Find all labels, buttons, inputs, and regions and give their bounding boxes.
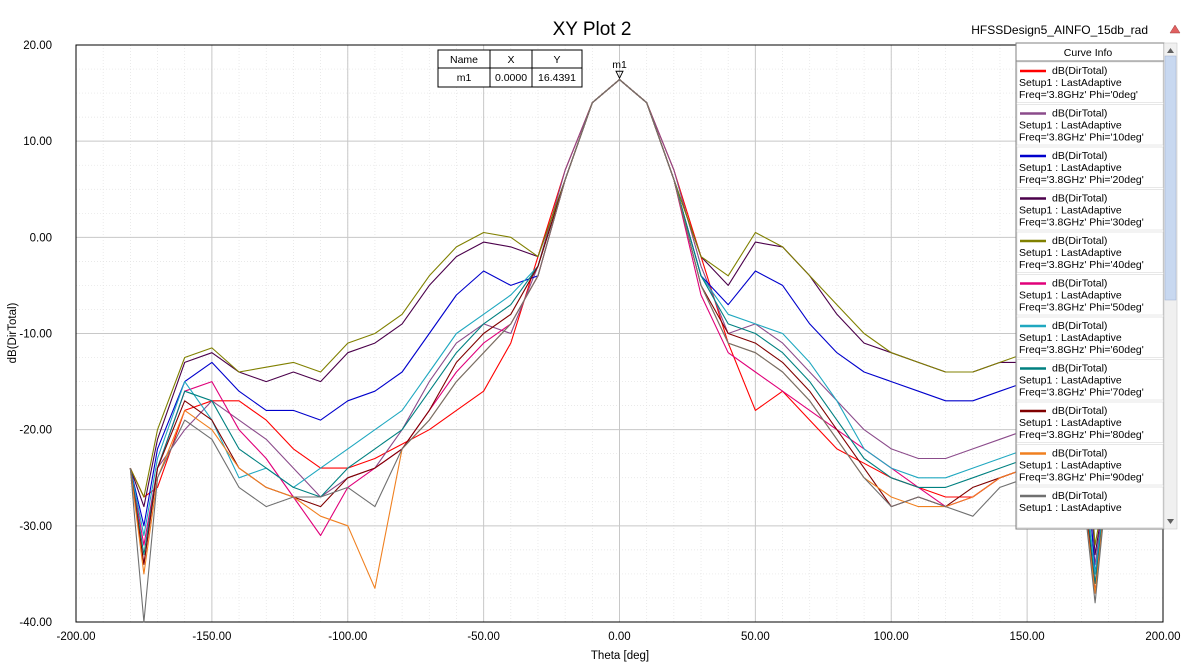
x-tick-label: 200.00: [1145, 631, 1180, 643]
legend-entry-setup: Setup1 : LastAdaptive: [1019, 375, 1122, 387]
legend-entry-name: dB(DirTotal): [1052, 448, 1107, 460]
y-axis-label: dB(DirTotal): [7, 302, 19, 363]
legend-entry-setup: Setup1 : LastAdaptive: [1019, 120, 1122, 132]
legend-entry-freq: Freq='3.8GHz' Phi='0deg': [1019, 89, 1138, 101]
marker-label: m1: [612, 59, 627, 71]
legend-entry-freq: Freq='3.8GHz' Phi='20deg': [1019, 174, 1144, 186]
y-tick-label: -20.00: [19, 425, 52, 437]
legend-entry-name: dB(DirTotal): [1052, 65, 1107, 77]
marker-table-cell-x: 0.0000: [495, 72, 527, 84]
legend-entry-box: [1016, 61, 1164, 103]
legend-entry-name: dB(DirTotal): [1052, 150, 1107, 162]
legend-entry-box: [1016, 486, 1164, 528]
legend-title: Curve Info: [1064, 47, 1113, 59]
marker-triangle-icon: [615, 70, 624, 80]
legend-entry: dB(DirTotal)Setup1 : LastAdaptiveFreq='3…: [1016, 61, 1164, 103]
x-tick-label: 0.00: [608, 631, 630, 643]
series-line: [129, 79, 1110, 623]
scroll-down-icon[interactable]: [1167, 519, 1174, 524]
legend-entry-freq: Freq='3.8GHz' Phi='30deg': [1019, 217, 1144, 229]
x-tick-label: -200.00: [56, 631, 95, 643]
legend-entry-freq: Freq='3.8GHz' Phi='50deg': [1019, 302, 1144, 314]
legend-entry-setup: Setup1 : LastAdaptive: [1019, 417, 1122, 429]
scrollbar-thumb[interactable]: [1164, 55, 1177, 301]
legend-entry: dB(DirTotal)Setup1 : LastAdaptiveFreq='3…: [1016, 274, 1164, 316]
axis-ticks: -200.00 -150.00 -100.00 -50.00 0.00 50.00 100.…: [19, 40, 1180, 643]
x-tick-label: -150.00: [192, 631, 231, 643]
legend-entry-box: [1016, 401, 1164, 443]
legend-entry-name: dB(DirTotal): [1052, 235, 1107, 247]
y-tick-label: 10.00: [23, 136, 52, 148]
legend-entry-freq: Freq='3.8GHz' Phi='40deg': [1019, 259, 1144, 271]
legend-entry: dB(DirTotal)Setup1 : LastAdaptiveFreq='3…: [1016, 231, 1164, 273]
legend-entry-name: dB(DirTotal): [1052, 108, 1107, 120]
x-axis-label: Theta [deg]: [591, 650, 649, 662]
x-tick-label: -50.00: [467, 631, 500, 643]
legend-entry-box: [1016, 104, 1164, 146]
legend-entry-setup: Setup1 : LastAdaptive: [1019, 290, 1122, 302]
marker-table: Name X Y m1 0.0000 16.4391: [437, 49, 583, 88]
legend-entry-box: [1016, 146, 1164, 188]
legend-entry: dB(DirTotal)Setup1 : LastAdaptiveFreq='3…: [1016, 146, 1164, 188]
legend-entry: dB(DirTotal)Setup1 : LastAdaptiveFreq='3…: [1016, 444, 1164, 486]
legend-entry-freq: Freq='3.8GHz' Phi='10deg': [1019, 132, 1144, 144]
legend-entry-setup: Setup1 : LastAdaptive: [1019, 77, 1122, 89]
x-tick-label: -100.00: [328, 631, 367, 643]
legend-entry: dB(DirTotal)Setup1 : LastAdaptive: [1016, 486, 1164, 528]
legend-entry-freq: Freq='3.8GHz' Phi='90deg': [1019, 472, 1144, 484]
design-name: HFSSDesign5_AINFO_15db_rad: [971, 23, 1148, 37]
marker-table-header-name: Name: [450, 54, 478, 66]
legend-entry-name: dB(DirTotal): [1052, 363, 1107, 375]
x-tick-label: 150.00: [1010, 631, 1045, 643]
legend-entry: dB(DirTotal)Setup1 : LastAdaptiveFreq='3…: [1016, 189, 1164, 231]
legend-entry-box: [1016, 444, 1164, 486]
marker-m1[interactable]: m1: [612, 59, 627, 80]
collapse-triangle-icon[interactable]: [1169, 24, 1181, 34]
legend-entry-name: dB(DirTotal): [1052, 320, 1107, 332]
legend-entry: dB(DirTotal)Setup1 : LastAdaptiveFreq='3…: [1016, 316, 1164, 358]
series-layer: [129, 79, 1110, 623]
y-tick-label: -40.00: [19, 617, 52, 629]
legend-entry-freq: Freq='3.8GHz' Phi='60deg': [1019, 344, 1144, 356]
x-tick-label: 50.00: [741, 631, 770, 643]
legend-entry-setup: Setup1 : LastAdaptive: [1019, 332, 1122, 344]
marker-table-header-x: X: [507, 54, 514, 66]
legend-entry-box: [1016, 359, 1164, 401]
scroll-up-icon[interactable]: [1167, 48, 1174, 53]
marker-table-header-y: Y: [553, 54, 560, 66]
grid: [75, 44, 1164, 623]
legend-entry-freq: Freq='3.8GHz' Phi='80deg': [1019, 429, 1144, 441]
legend-entry: dB(DirTotal)Setup1 : LastAdaptiveFreq='3…: [1016, 401, 1164, 443]
legend-entry-box: [1016, 274, 1164, 316]
legend-entry-box: [1016, 316, 1164, 358]
legend-entry-name: dB(DirTotal): [1052, 490, 1107, 502]
legend-entry-box: [1016, 231, 1164, 273]
y-tick-label: 0.00: [30, 232, 52, 244]
legend-entry-name: dB(DirTotal): [1052, 193, 1107, 205]
y-tick-label: 20.00: [23, 40, 52, 52]
curve-info-legend: Curve Info dB(DirTotal)Setup1 : LastAdap…: [1015, 42, 1165, 530]
legend-entry-setup: Setup1 : LastAdaptive: [1019, 460, 1122, 472]
legend-entry-freq: Freq='3.8GHz' Phi='70deg': [1019, 387, 1144, 399]
legend-scrollbar[interactable]: [1163, 42, 1178, 530]
legend-entry-setup: Setup1 : LastAdaptive: [1019, 247, 1122, 259]
legend-entry-name: dB(DirTotal): [1052, 405, 1107, 417]
legend-entry-setup: Setup1 : LastAdaptive: [1019, 502, 1122, 514]
legend-entry: dB(DirTotal)Setup1 : LastAdaptiveFreq='3…: [1016, 359, 1164, 401]
y-tick-label: -10.00: [19, 329, 52, 341]
legend-entry-box: [1016, 189, 1164, 231]
x-tick-label: 100.00: [874, 631, 909, 643]
legend-entry-setup: Setup1 : LastAdaptive: [1019, 162, 1122, 174]
chart-title: XY Plot 2: [553, 19, 632, 40]
marker-table-cell-y: 16.4391: [538, 72, 576, 84]
marker-table-cell-name: m1: [457, 72, 472, 84]
legend-entry-setup: Setup1 : LastAdaptive: [1019, 205, 1122, 217]
legend-entry-name: dB(DirTotal): [1052, 278, 1107, 290]
legend-entry: dB(DirTotal)Setup1 : LastAdaptiveFreq='3…: [1016, 104, 1164, 146]
y-tick-label: -30.00: [19, 521, 52, 533]
